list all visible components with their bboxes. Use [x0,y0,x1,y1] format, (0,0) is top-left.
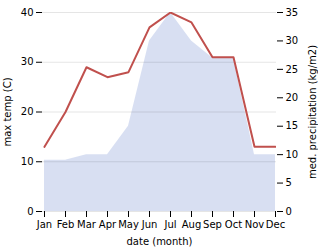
svg-text:Jan: Jan [36,219,52,230]
svg-text:Mar: Mar [77,219,97,230]
svg-text:Apr: Apr [99,219,117,230]
svg-text:max temp (C): max temp (C) [2,77,13,146]
svg-text:20: 20 [286,92,299,103]
svg-text:May: May [118,219,139,230]
svg-text:30: 30 [286,35,299,46]
svg-text:Nov: Nov [245,219,265,230]
svg-text:10: 10 [21,156,34,167]
svg-text:Dec: Dec [266,219,285,230]
svg-text:5: 5 [286,177,292,188]
svg-text:15: 15 [286,120,299,131]
svg-text:0: 0 [286,206,292,217]
svg-text:Oct: Oct [225,219,242,230]
svg-text:40: 40 [21,7,34,18]
svg-text:Sep: Sep [203,219,222,230]
svg-text:25: 25 [286,64,299,75]
svg-text:Jul: Jul [163,219,176,230]
svg-text:Jun: Jun [141,219,158,230]
svg-text:10: 10 [286,149,299,160]
svg-text:Aug: Aug [182,219,202,230]
svg-text:med. precipitation (kg/m2): med. precipitation (kg/m2) [307,45,318,179]
svg-text:0: 0 [27,206,33,217]
svg-text:35: 35 [286,7,299,18]
svg-text:date (month): date (month) [127,236,193,247]
svg-text:20: 20 [21,106,34,117]
svg-text:30: 30 [21,56,34,67]
svg-text:Feb: Feb [57,219,75,230]
